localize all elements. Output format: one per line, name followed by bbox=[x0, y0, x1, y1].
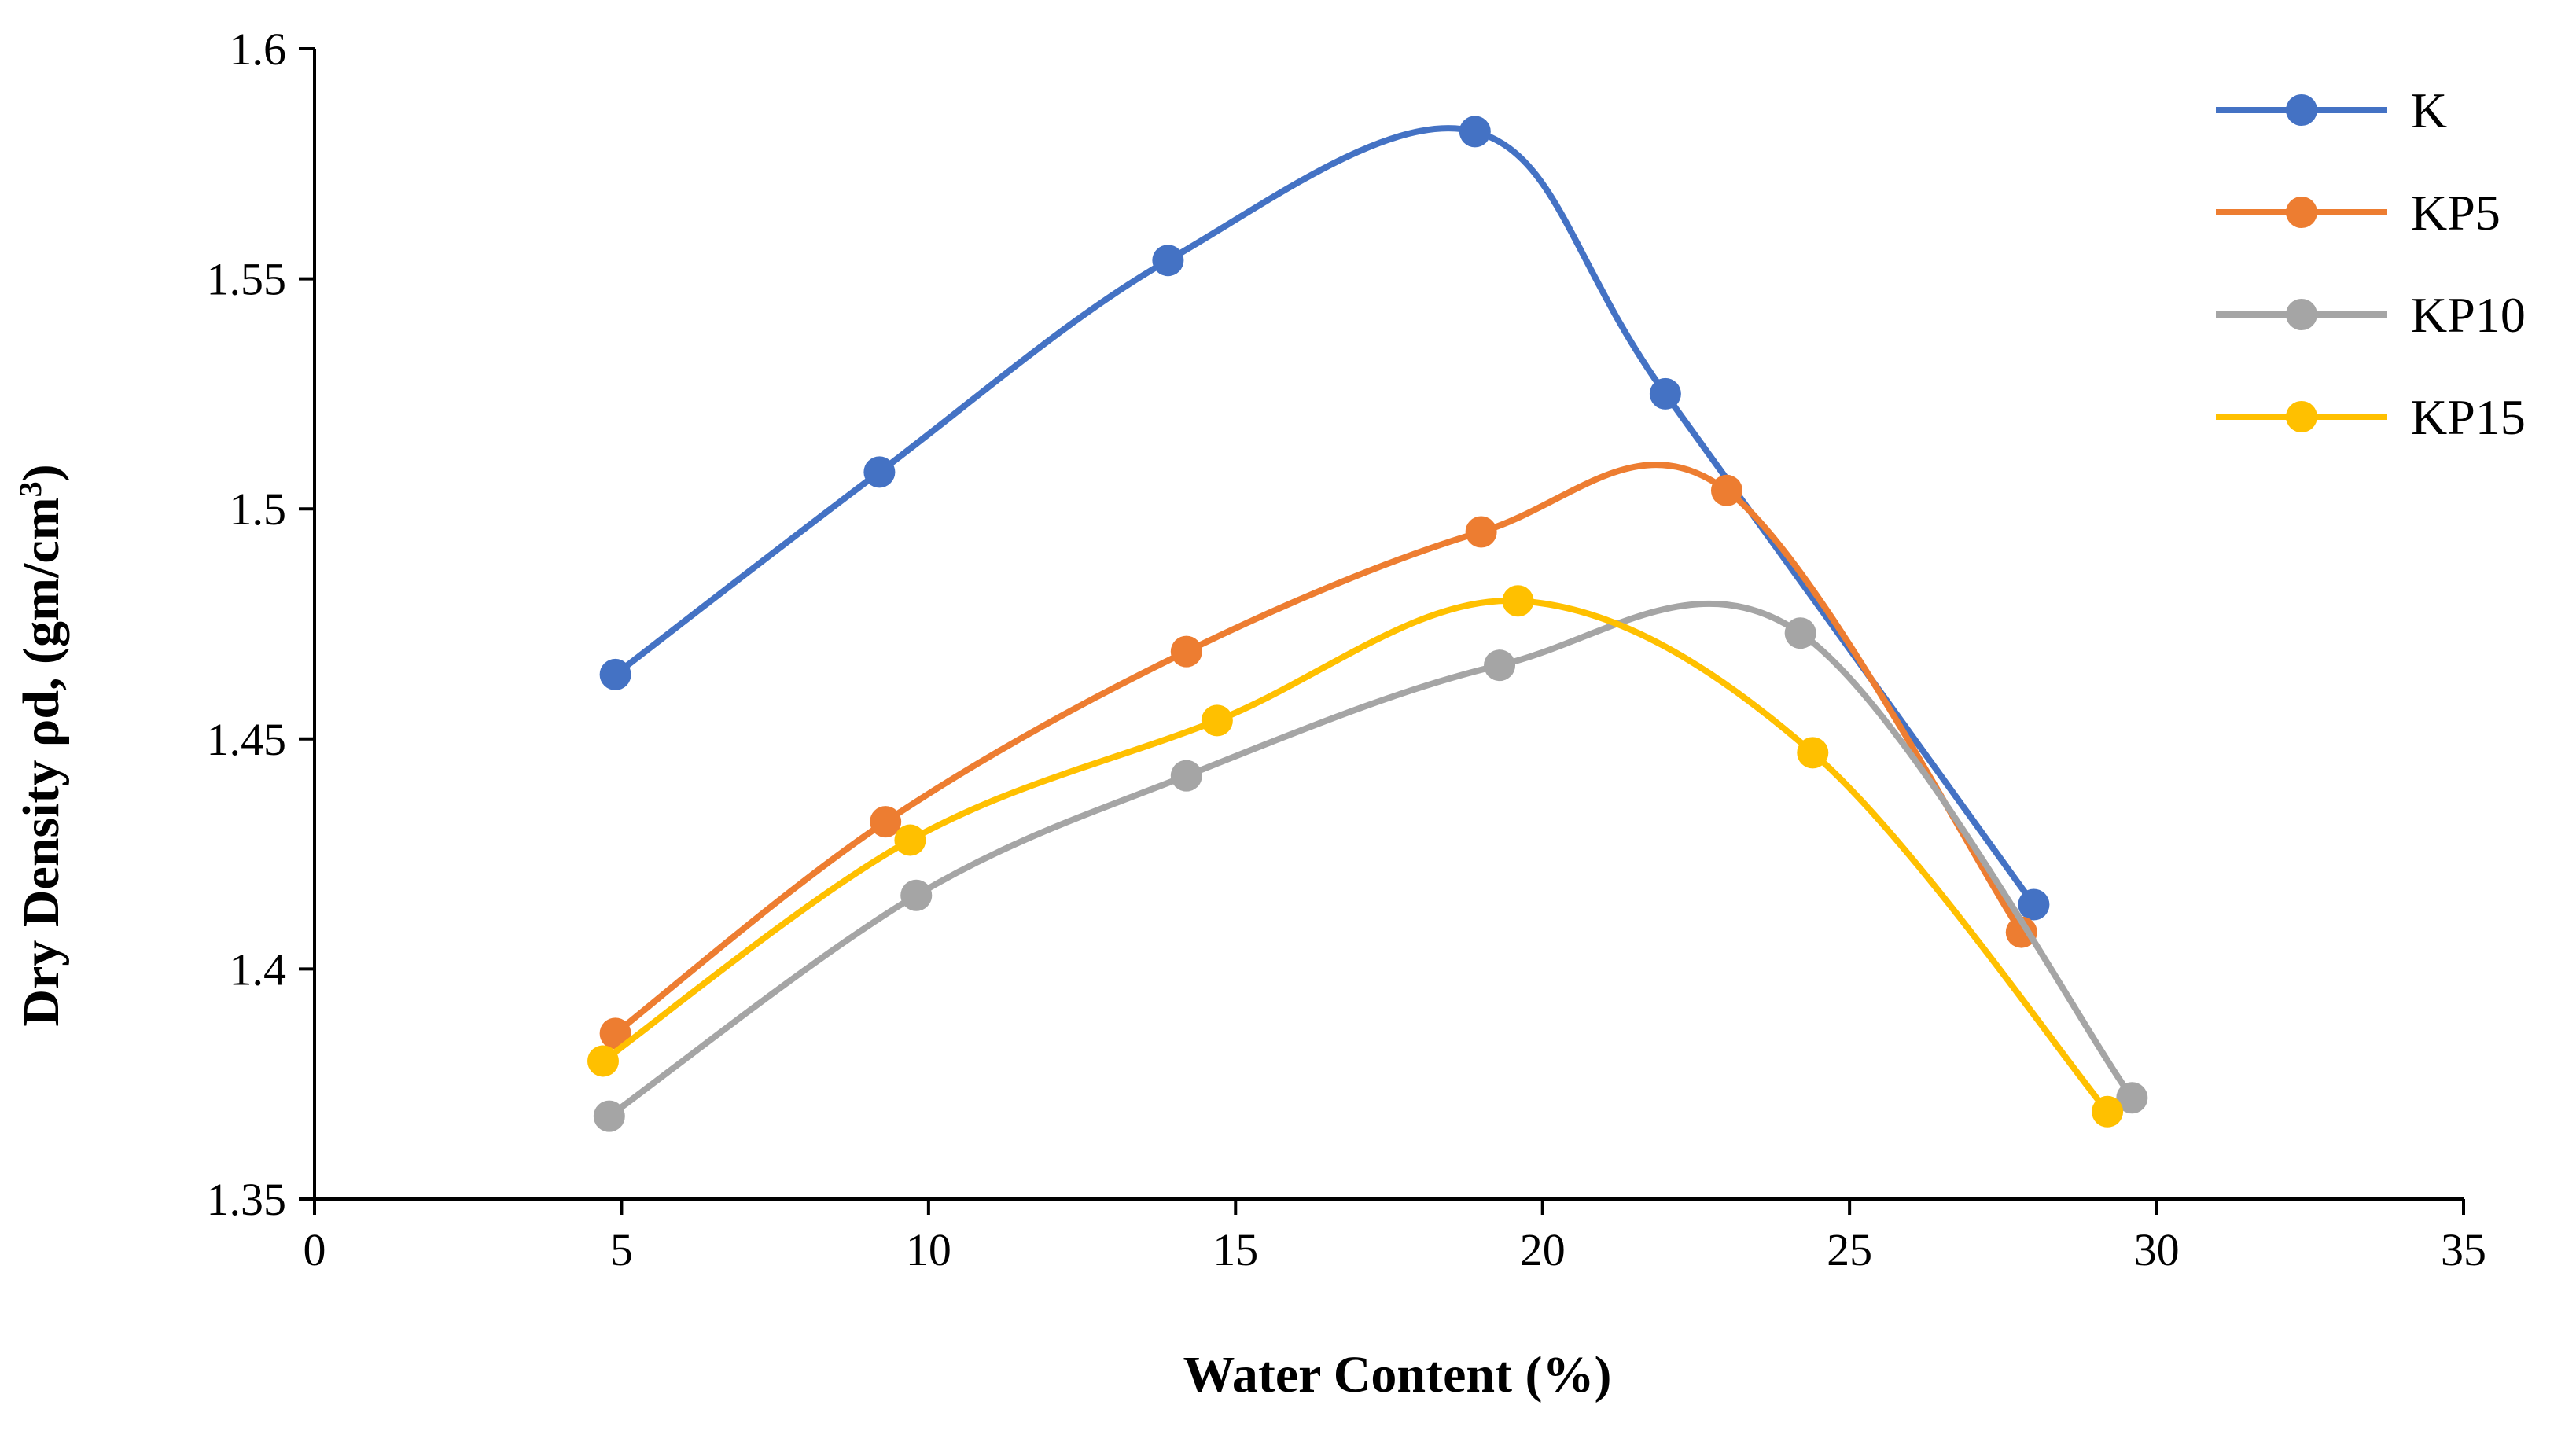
data-point-k bbox=[863, 456, 896, 488]
plot-area bbox=[587, 116, 2148, 1132]
data-point-kp5 bbox=[2005, 916, 2037, 948]
data-point-kp5 bbox=[1465, 516, 1497, 548]
y-axis-title: Dry Density ρd, (gm/cm3) bbox=[13, 464, 71, 1026]
data-point-kp5 bbox=[870, 806, 902, 838]
legend-label: KP15 bbox=[2411, 389, 2526, 445]
x-tick-label: 30 bbox=[2134, 1224, 2180, 1275]
legend-item-kp10: KP10 bbox=[2216, 287, 2526, 343]
legend-item-kp15: KP15 bbox=[2216, 389, 2526, 445]
data-point-kp15 bbox=[1201, 704, 1233, 737]
legend-swatch-marker bbox=[2286, 299, 2317, 330]
y-tick-label: 1.6 bbox=[230, 24, 287, 75]
x-tick-label: 25 bbox=[1827, 1224, 1872, 1275]
series-line-kp15 bbox=[600, 598, 2111, 1115]
series-line-kp10 bbox=[605, 601, 2136, 1120]
data-point-kp10 bbox=[2116, 1082, 2148, 1114]
data-point-kp15 bbox=[1797, 737, 1829, 769]
series-kp15 bbox=[587, 585, 2124, 1128]
legend-label: K bbox=[2411, 83, 2447, 138]
data-point-kp10 bbox=[1484, 649, 1516, 682]
x-tick-label: 20 bbox=[1520, 1224, 1566, 1275]
data-point-kp5 bbox=[1170, 635, 1202, 668]
y-axis-title-superscript: 3 bbox=[13, 481, 48, 497]
y-tick-label: 1.55 bbox=[207, 254, 287, 305]
series-line-kp5 bbox=[612, 462, 2025, 1037]
data-point-kp15 bbox=[2092, 1095, 2124, 1128]
data-point-kp10 bbox=[900, 879, 933, 911]
x-axis-title: Water Content (%) bbox=[1183, 1346, 1611, 1403]
legend-item-k: K bbox=[2216, 83, 2447, 138]
data-point-kp10 bbox=[593, 1100, 625, 1132]
data-point-kp10 bbox=[1170, 760, 1202, 792]
legend-item-kp5: KP5 bbox=[2216, 185, 2501, 241]
legend-label: KP10 bbox=[2411, 287, 2526, 343]
series-k bbox=[599, 116, 2050, 921]
legend: K KP5 KP10 KP15 bbox=[2216, 83, 2526, 445]
series-line-k bbox=[612, 125, 2037, 908]
data-point-k bbox=[2018, 888, 2050, 921]
legend-swatch-marker bbox=[2286, 401, 2317, 432]
y-tick-label: 1.35 bbox=[207, 1174, 287, 1225]
y-axis-title-main: Dry Density ρd, (gm/cm bbox=[13, 497, 70, 1026]
x-tick-label: 5 bbox=[610, 1224, 633, 1275]
data-point-kp5 bbox=[599, 1017, 631, 1050]
y-axis-title-close: ) bbox=[13, 464, 70, 481]
y-tick-label: 1.45 bbox=[207, 714, 287, 765]
legend-swatch-marker bbox=[2286, 94, 2317, 126]
axes bbox=[313, 49, 2464, 1201]
data-point-k bbox=[1459, 116, 1491, 148]
y-ticks: 1.35 1.4 1.45 1.5 1.55 1.6 bbox=[207, 24, 315, 1225]
data-point-k bbox=[1649, 377, 1681, 410]
x-tick-label: 0 bbox=[304, 1224, 326, 1275]
data-point-kp10 bbox=[1784, 617, 1816, 649]
x-ticks: 0 5 10 15 20 25 30 35 bbox=[304, 1199, 2486, 1275]
x-tick-label: 35 bbox=[2441, 1224, 2486, 1275]
data-point-kp15 bbox=[587, 1045, 620, 1077]
x-tick-label: 10 bbox=[906, 1224, 951, 1275]
y-tick-label: 1.4 bbox=[230, 944, 287, 995]
data-point-k bbox=[1152, 245, 1184, 277]
data-point-kp5 bbox=[1710, 474, 1742, 506]
series-kp10 bbox=[593, 601, 2148, 1132]
y-tick-label: 1.5 bbox=[230, 484, 287, 535]
data-point-k bbox=[599, 658, 631, 690]
data-point-kp15 bbox=[894, 824, 926, 856]
x-tick-label: 15 bbox=[1213, 1224, 1258, 1275]
data-point-kp15 bbox=[1502, 585, 1534, 617]
series-kp5 bbox=[599, 462, 2037, 1050]
legend-label: KP5 bbox=[2411, 185, 2501, 241]
legend-swatch-marker bbox=[2286, 197, 2317, 228]
